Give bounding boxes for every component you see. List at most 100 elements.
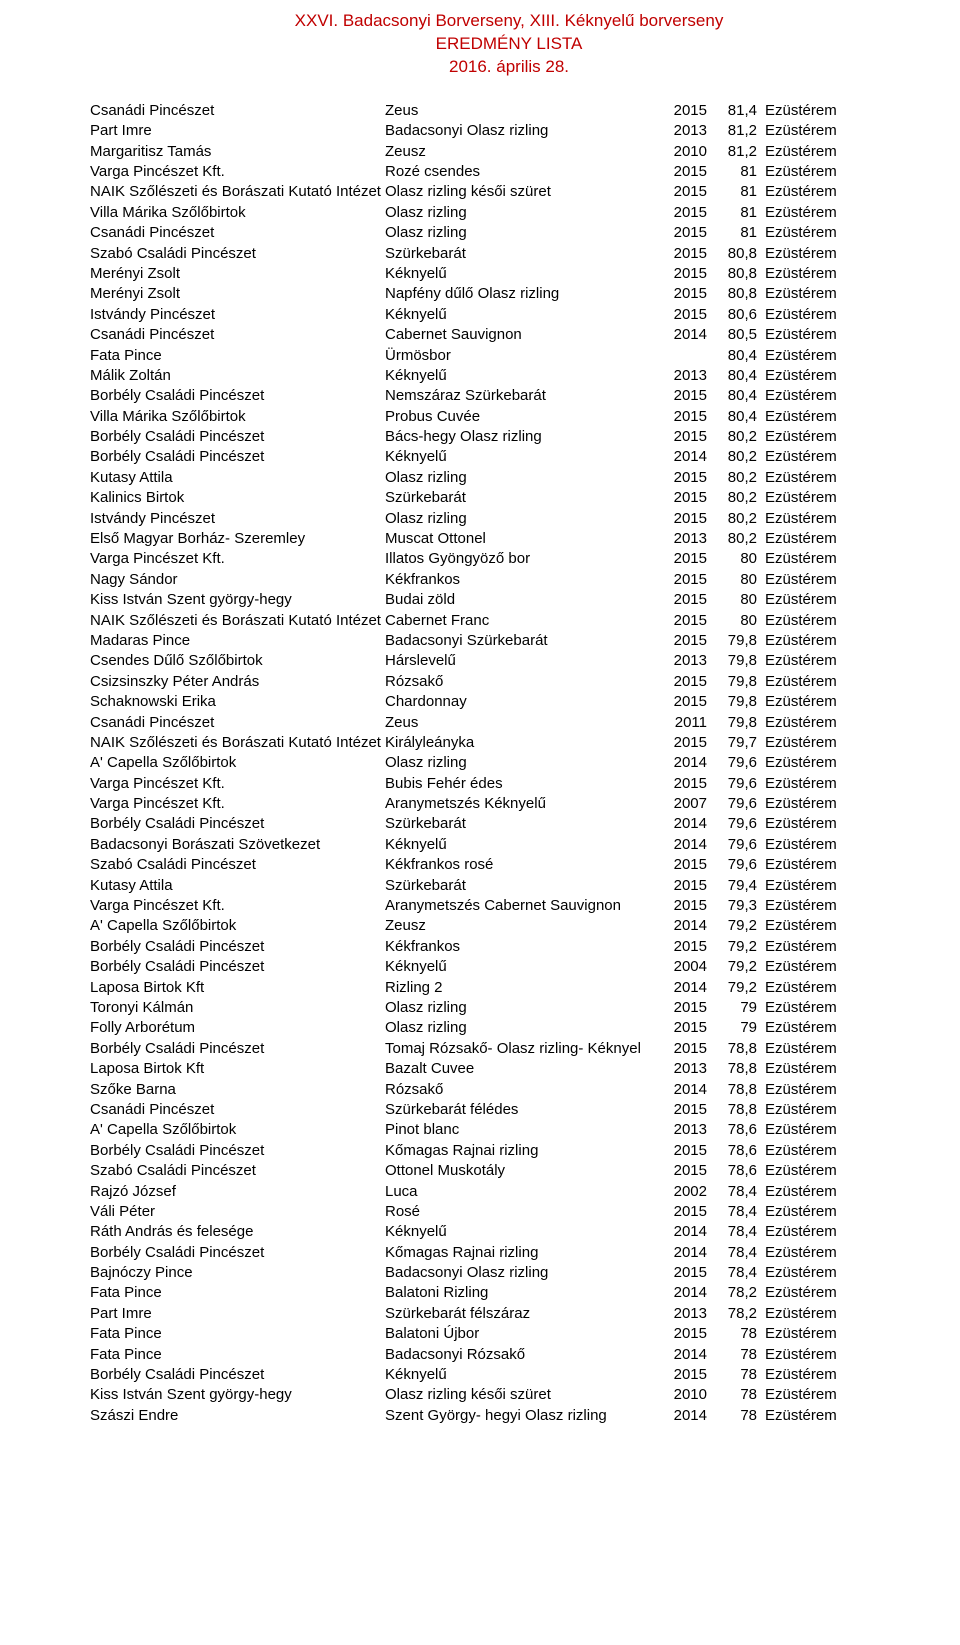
table-row: Borbély Családi PincészetBács-hegy Olasz… bbox=[90, 427, 928, 447]
producer-cell: Borbély Családi Pincészet bbox=[90, 1365, 385, 1385]
producer-cell: Merényi Zsolt bbox=[90, 284, 385, 304]
producer-cell: Part Imre bbox=[90, 1304, 385, 1324]
table-row: Borbély Családi PincészetKőmagas Rajnai … bbox=[90, 1141, 928, 1161]
producer-cell: Varga Pincészet Kft. bbox=[90, 794, 385, 814]
producer-cell: Első Magyar Borház- Szeremley bbox=[90, 529, 385, 549]
wine-cell: Rozé csendes bbox=[385, 162, 660, 182]
medal-cell: Ezüstérem bbox=[765, 549, 928, 569]
producer-cell: Szabó Családi Pincészet bbox=[90, 855, 385, 875]
table-row: Borbély Családi PincészetKéknyelű201480,… bbox=[90, 447, 928, 467]
producer-cell: Borbély Családi Pincészet bbox=[90, 386, 385, 406]
year-cell: 2015 bbox=[660, 1039, 715, 1059]
year-cell: 2015 bbox=[660, 488, 715, 508]
medal-cell: Ezüstérem bbox=[765, 937, 928, 957]
header-line-3: 2016. április 28. bbox=[90, 56, 928, 79]
year-cell: 2014 bbox=[660, 447, 715, 467]
producer-cell: Csanádi Pincészet bbox=[90, 325, 385, 345]
medal-cell: Ezüstérem bbox=[765, 876, 928, 896]
wine-cell: Rosé bbox=[385, 1202, 660, 1222]
score-cell: 79,2 bbox=[715, 937, 765, 957]
year-cell bbox=[660, 346, 715, 366]
table-row: Nagy SándorKékfrankos201580Ezüstérem bbox=[90, 570, 928, 590]
year-cell: 2013 bbox=[660, 366, 715, 386]
score-cell: 81 bbox=[715, 182, 765, 202]
wine-cell: Zeus bbox=[385, 713, 660, 733]
results-table: Csanádi PincészetZeus201581,4EzüstéremPa… bbox=[90, 101, 928, 1426]
score-cell: 80 bbox=[715, 611, 765, 631]
medal-cell: Ezüstérem bbox=[765, 407, 928, 427]
wine-cell: Luca bbox=[385, 1182, 660, 1202]
medal-cell: Ezüstérem bbox=[765, 916, 928, 936]
producer-cell: Merényi Zsolt bbox=[90, 264, 385, 284]
producer-cell: Schaknowski Erika bbox=[90, 692, 385, 712]
wine-cell: Zeus bbox=[385, 101, 660, 121]
wine-cell: Olasz rizling késői szüret bbox=[385, 182, 660, 202]
score-cell: 81,2 bbox=[715, 121, 765, 141]
producer-cell: Toronyi Kálmán bbox=[90, 998, 385, 1018]
medal-cell: Ezüstérem bbox=[765, 1263, 928, 1283]
score-cell: 80,2 bbox=[715, 447, 765, 467]
wine-cell: Napfény dűlő Olasz rizling bbox=[385, 284, 660, 304]
table-row: Szabó Családi PincészetOttonel Muskotály… bbox=[90, 1161, 928, 1181]
wine-cell: Kéknyelű bbox=[385, 366, 660, 386]
table-row: Csizsinszky Péter AndrásRózsakő201579,8E… bbox=[90, 672, 928, 692]
medal-cell: Ezüstérem bbox=[765, 447, 928, 467]
wine-cell: Nemszáraz Szürkebarát bbox=[385, 386, 660, 406]
year-cell: 2015 bbox=[660, 1141, 715, 1161]
medal-cell: Ezüstérem bbox=[765, 427, 928, 447]
year-cell: 2010 bbox=[660, 142, 715, 162]
medal-cell: Ezüstérem bbox=[765, 692, 928, 712]
year-cell: 2015 bbox=[660, 1324, 715, 1344]
wine-cell: Kőmagas Rajnai rizling bbox=[385, 1141, 660, 1161]
table-row: Fata PinceBalatoni Rizling201478,2Ezüsté… bbox=[90, 1283, 928, 1303]
wine-cell: Balatoni Újbor bbox=[385, 1324, 660, 1344]
table-row: Első Magyar Borház- SzeremleyMuscat Otto… bbox=[90, 529, 928, 549]
wine-cell: Kékfrankos rosé bbox=[385, 855, 660, 875]
year-cell: 2015 bbox=[660, 631, 715, 651]
score-cell: 80,8 bbox=[715, 284, 765, 304]
table-row: Csanádi PincészetCabernet Sauvignon20148… bbox=[90, 325, 928, 345]
medal-cell: Ezüstérem bbox=[765, 1141, 928, 1161]
producer-cell: Borbély Családi Pincészet bbox=[90, 937, 385, 957]
score-cell: 78,8 bbox=[715, 1039, 765, 1059]
score-cell: 79,8 bbox=[715, 692, 765, 712]
wine-cell: Szürkebarát félédes bbox=[385, 1100, 660, 1120]
producer-cell: Kutasy Attila bbox=[90, 468, 385, 488]
producer-cell: Rajzó József bbox=[90, 1182, 385, 1202]
medal-cell: Ezüstérem bbox=[765, 386, 928, 406]
score-cell: 80,8 bbox=[715, 244, 765, 264]
year-cell: 2013 bbox=[660, 1304, 715, 1324]
medal-cell: Ezüstérem bbox=[765, 182, 928, 202]
table-row: Kalinics BirtokSzürkebarát201580,2Ezüsté… bbox=[90, 488, 928, 508]
table-row: Varga Pincészet Kft.Aranymetszés Kéknyel… bbox=[90, 794, 928, 814]
medal-cell: Ezüstérem bbox=[765, 774, 928, 794]
wine-cell: Cabernet Franc bbox=[385, 611, 660, 631]
year-cell: 2014 bbox=[660, 1283, 715, 1303]
year-cell: 2015 bbox=[660, 937, 715, 957]
score-cell: 80,6 bbox=[715, 305, 765, 325]
wine-cell: Badacsonyi Szürkebarát bbox=[385, 631, 660, 651]
table-row: Fata PinceBalatoni Újbor201578Ezüstérem bbox=[90, 1324, 928, 1344]
year-cell: 2015 bbox=[660, 774, 715, 794]
producer-cell: NAIK Szőlészeti és Borászati Kutató Inté… bbox=[90, 182, 385, 202]
year-cell: 2015 bbox=[660, 692, 715, 712]
wine-cell: Zeusz bbox=[385, 142, 660, 162]
producer-cell: Badacsonyi Borászati Szövetkezet bbox=[90, 835, 385, 855]
medal-cell: Ezüstérem bbox=[765, 1039, 928, 1059]
year-cell: 2015 bbox=[660, 998, 715, 1018]
medal-cell: Ezüstérem bbox=[765, 978, 928, 998]
header-line-2: EREDMÉNY LISTA bbox=[90, 33, 928, 56]
producer-cell: Part Imre bbox=[90, 121, 385, 141]
medal-cell: Ezüstérem bbox=[765, 1202, 928, 1222]
table-row: A' Capella SzőlőbirtokOlasz rizling20147… bbox=[90, 753, 928, 773]
score-cell: 78,4 bbox=[715, 1202, 765, 1222]
producer-cell: Borbély Családi Pincészet bbox=[90, 447, 385, 467]
year-cell: 2015 bbox=[660, 427, 715, 447]
score-cell: 80 bbox=[715, 549, 765, 569]
year-cell: 2004 bbox=[660, 957, 715, 977]
score-cell: 78 bbox=[715, 1345, 765, 1365]
table-row: Varga Pincészet Kft.Illatos Gyöngyöző bo… bbox=[90, 549, 928, 569]
producer-cell: A' Capella Szőlőbirtok bbox=[90, 753, 385, 773]
table-row: Szabó Családi PincészetKékfrankos rosé20… bbox=[90, 855, 928, 875]
table-row: Szászi EndreSzent György- hegyi Olasz ri… bbox=[90, 1406, 928, 1426]
